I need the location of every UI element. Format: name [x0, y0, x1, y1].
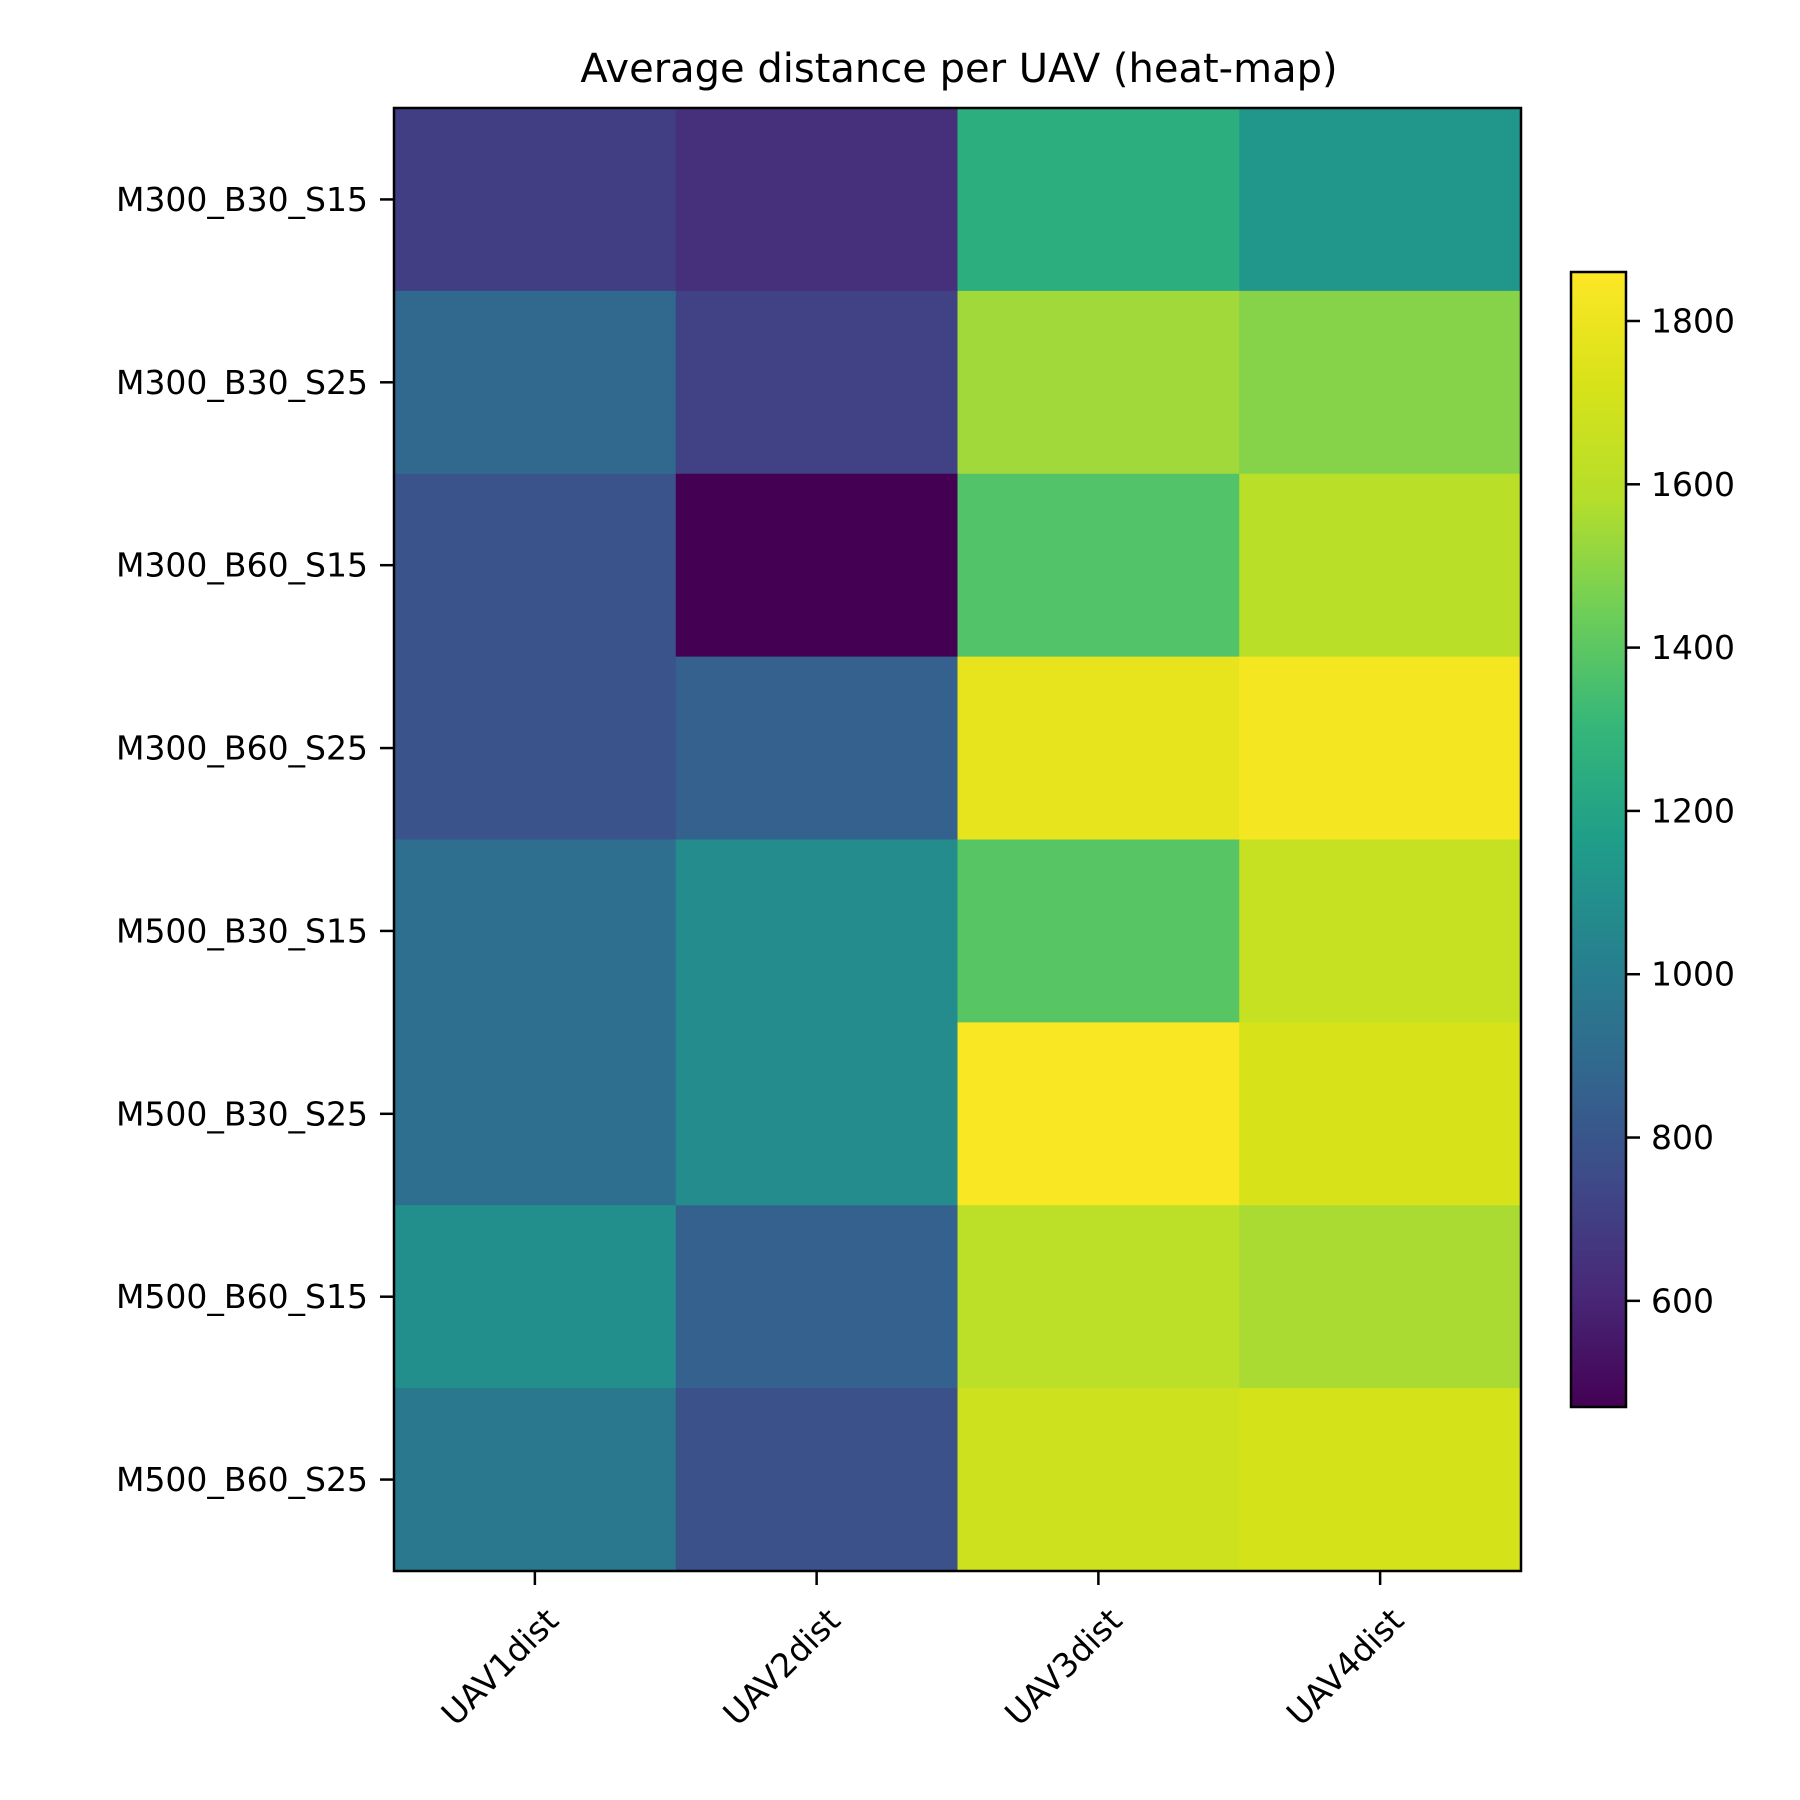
x-tick-label: UAV2dist	[715, 1601, 848, 1734]
heatmap-cell	[394, 290, 677, 475]
heatmap-cell	[675, 1205, 959, 1389]
y-axis: M300_B30_S15 M300_B30_S25 M300_B60_S15 M300…	[116, 180, 394, 1499]
heatmap-cell	[394, 108, 677, 292]
colorbar-frame	[1569, 270, 1628, 1409]
colorbar-tick-label: 1000	[1651, 955, 1735, 994]
heatmap-cell	[1239, 1205, 1522, 1389]
heatmap-cell	[957, 290, 1240, 475]
plot-frame	[392, 106, 1523, 1573]
heatmap-cell	[957, 1022, 1240, 1206]
heatmap-cell	[394, 1022, 677, 1206]
y-tick-label: M300_B30_S15	[116, 180, 368, 219]
heatmap-cell	[1239, 839, 1522, 1023]
heatmap-cell	[957, 839, 1240, 1023]
heatmap-cell	[394, 656, 677, 841]
heatmap-cell	[394, 1205, 677, 1389]
heatmap-cell	[675, 290, 959, 475]
heatmap-cell	[675, 656, 959, 841]
heatmap-cell	[1239, 473, 1522, 658]
colorbar-tick-label: 1200	[1651, 791, 1735, 830]
heatmap-cell	[675, 1388, 959, 1572]
colorbar	[1571, 272, 1626, 1407]
heatmap-cells	[394, 108, 1522, 1572]
heatmap-cell	[394, 1388, 677, 1572]
heatmap-cell	[1239, 1022, 1522, 1206]
heatmap-cell	[675, 473, 959, 658]
chart-title: Average distance per UAV (heat-map)	[580, 46, 1337, 92]
x-axis: UAV1dist UAV2dist UAV3dist UAV4dist	[434, 1571, 1412, 1734]
y-tick-label: M300_B60_S25	[116, 729, 368, 768]
y-tick-label: M300_B60_S15	[116, 546, 368, 585]
x-tick-label: UAV4dist	[1279, 1601, 1412, 1734]
colorbar-tick-label: 800	[1651, 1118, 1714, 1157]
heatmap-cell	[957, 108, 1240, 292]
y-tick-label: M500_B30_S15	[116, 911, 368, 950]
heatmap-cell	[1239, 290, 1522, 475]
colorbar-axis: 600 800 1000 1200 1400 1600 1800	[1626, 301, 1735, 1320]
heatmap-cell	[957, 656, 1240, 841]
heatmap-cell	[1239, 108, 1522, 292]
y-tick-label: M500_B30_S25	[116, 1094, 368, 1133]
y-tick-label: M300_B30_S25	[116, 363, 368, 402]
heatmap-cell	[1239, 1388, 1522, 1572]
colorbar-tick-label: 1600	[1651, 465, 1735, 504]
y-tick-label: M500_B60_S15	[116, 1277, 368, 1316]
heatmap-cell	[675, 839, 959, 1023]
colorbar-tick-label: 600	[1651, 1281, 1714, 1320]
colorbar-tick-label: 1400	[1651, 628, 1735, 667]
x-tick-label: UAV3dist	[997, 1601, 1130, 1734]
heatmap-cell	[394, 839, 677, 1023]
y-tick-label: M500_B60_S25	[116, 1460, 368, 1499]
colorbar-tick-label: 1800	[1651, 301, 1735, 340]
heatmap-cell	[957, 473, 1240, 658]
heatmap-cell	[957, 1388, 1240, 1572]
heatmap-cell	[1239, 656, 1522, 841]
heatmap-cell	[675, 1022, 959, 1206]
heatmap-cell	[957, 1205, 1240, 1389]
x-tick-label: UAV1dist	[434, 1601, 567, 1734]
heatmap-cell	[675, 108, 959, 292]
heatmap-cell	[394, 473, 677, 658]
